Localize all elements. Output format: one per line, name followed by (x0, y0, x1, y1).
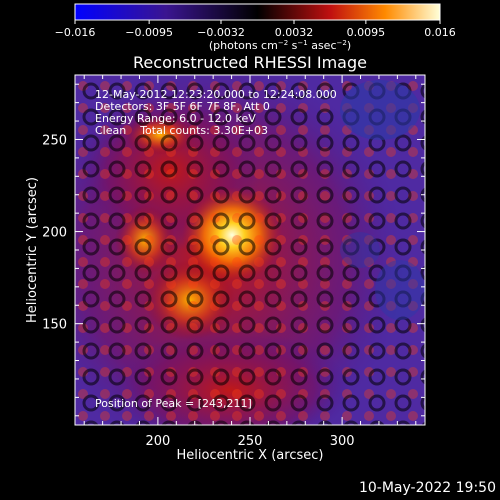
y-tick-label: 250 (42, 133, 67, 148)
y-tick-label: 200 (42, 226, 67, 241)
colorbar-ticks: −0.016 −0.0095 −0.0032 0.0032 0.0095 0.016 (55, 20, 456, 39)
colorbar-tick-label: −0.0032 (197, 26, 245, 39)
x-tick-label: 200 (145, 434, 170, 449)
annotation-time-range: 12-May-2012 12:23:20.000 to 12:24:08.000 (95, 88, 337, 101)
annotation-detectors: Detectors: 3F 5F 6F 7F 8F, Att 0 (95, 100, 270, 113)
colorbar-frame (74, 3, 441, 21)
colorbar-tick-label: 0.0095 (347, 26, 386, 39)
heatmap-image (75, 75, 425, 425)
footer-timestamp: 10-May-2022 19:50 (358, 480, 496, 496)
colorbar-tick-label: 0.016 (424, 26, 456, 39)
y-axis-label: Heliocentric Y (arcsec) (25, 177, 40, 323)
colorbar-tick-label: −0.0095 (125, 26, 173, 39)
x-tick-label: 300 (330, 434, 355, 449)
colorbar-tick-label: 0.0032 (275, 26, 314, 39)
annotation-energy-range: Energy Range: 6.0 - 12.0 keV (95, 112, 256, 125)
x-tick-label: 250 (238, 434, 263, 449)
y-axis: 150 200 250 (42, 83, 425, 417)
annotation-peak-position: Position of Peak = [243,211] (95, 397, 252, 410)
x-axis-label: Heliocentric X (arcsec) (177, 448, 324, 463)
annotation-clean-counts: Clean Total counts: 3.30E+03 (95, 124, 269, 137)
x-axis: 200 250 300 (83, 75, 417, 449)
y-tick-label: 150 (42, 318, 67, 333)
colorbar (75, 4, 440, 20)
colorbar-units: (photons cm−2 s−1 asec−2) (209, 39, 351, 52)
chart-title: Reconstructed RHESSI Image (133, 53, 367, 72)
colorbar-tick-label: −0.016 (55, 26, 96, 39)
